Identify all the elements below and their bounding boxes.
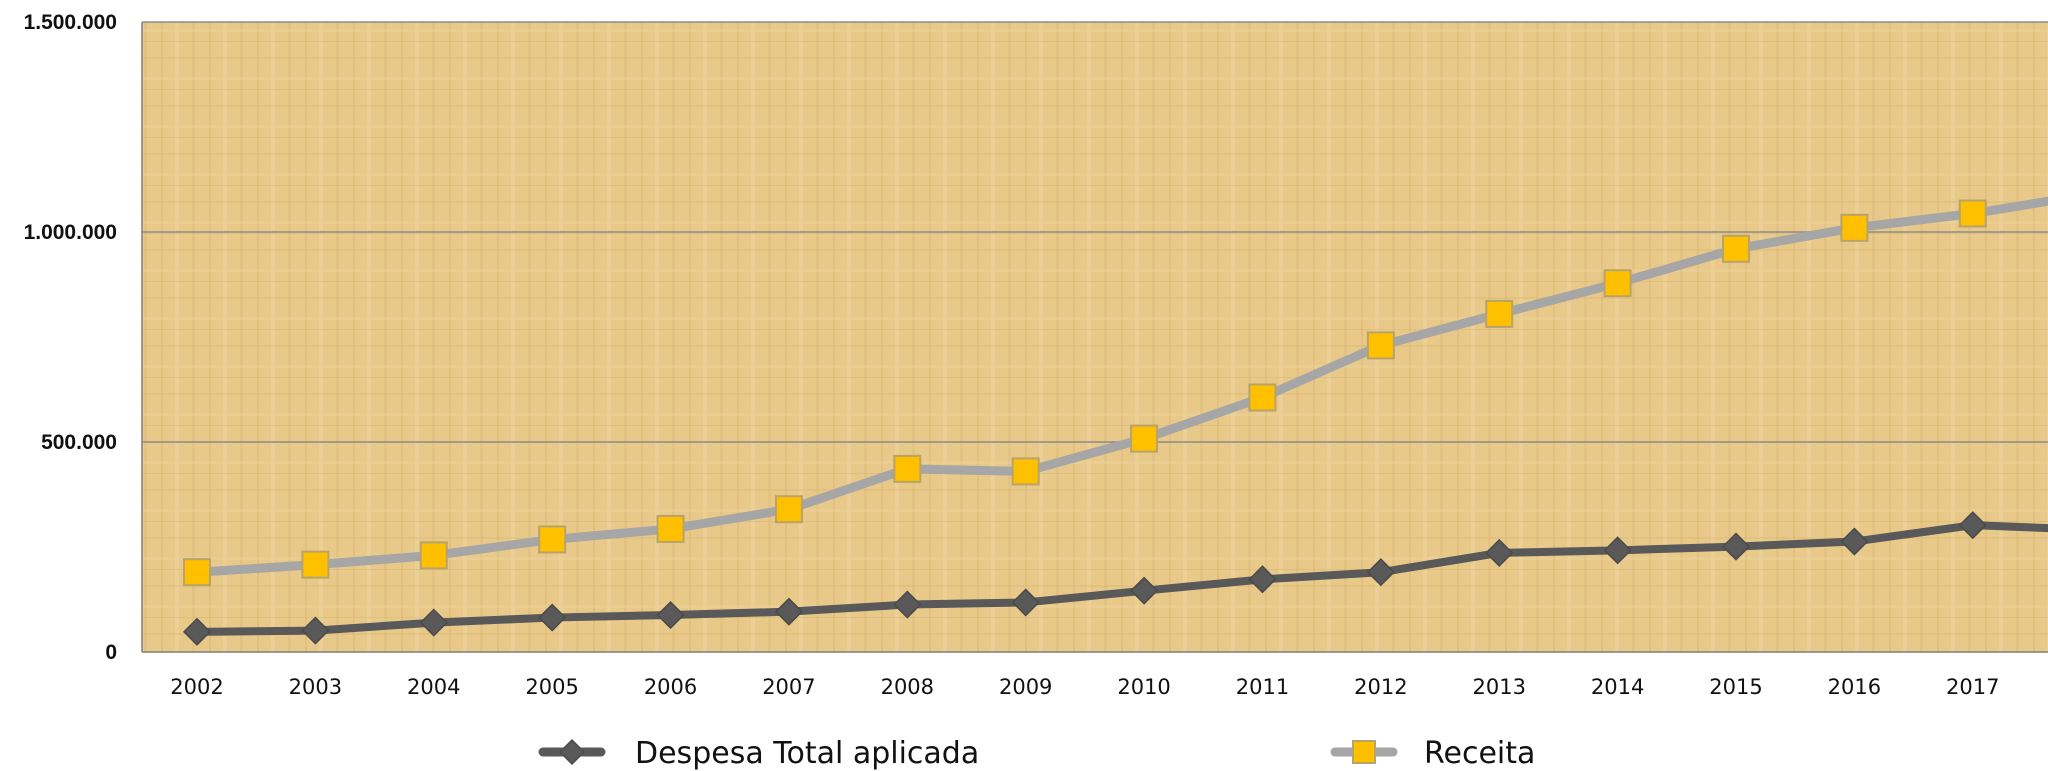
x-tick-label: 2010 <box>1117 675 1170 699</box>
data-point <box>774 597 803 626</box>
x-tick-label: 2008 <box>881 675 934 699</box>
data-point <box>1248 383 1277 412</box>
x-tick-label: 2006 <box>644 675 697 699</box>
data-point <box>1840 213 1869 242</box>
x-tick-label: 2014 <box>1591 675 1644 699</box>
x-tick-label: 2003 <box>289 675 342 699</box>
data-point <box>538 603 567 632</box>
data-point <box>1130 576 1159 605</box>
x-tick-label: 2002 <box>170 675 223 699</box>
series-1 <box>183 196 2048 587</box>
x-tick-label: 2011 <box>1236 675 1289 699</box>
x-tick-label: 2012 <box>1354 675 1407 699</box>
x-tick-label: 2009 <box>999 675 1052 699</box>
x-tick-label: 2004 <box>407 675 460 699</box>
x-tick-label: 2005 <box>525 675 578 699</box>
data-point <box>538 525 567 554</box>
data-point <box>893 590 922 619</box>
data-point <box>419 541 448 570</box>
x-tick-label: 2017 <box>1946 675 1999 699</box>
data-point <box>301 550 330 579</box>
data-point <box>1722 234 1751 263</box>
legend: Despesa Total aplicada Receita <box>538 736 1535 771</box>
y-tick-label: 500.000 <box>41 431 117 454</box>
series-layer <box>182 196 2048 646</box>
data-point <box>1485 538 1514 567</box>
series-0 <box>182 511 2048 646</box>
data-point <box>182 617 212 646</box>
data-point <box>1366 558 1395 587</box>
data-point <box>656 600 685 630</box>
data-point <box>1958 511 1987 540</box>
legend-item-0: Despesa Total aplicada <box>538 736 979 771</box>
data-point <box>1011 588 1040 617</box>
data-point <box>1248 565 1277 594</box>
data-point <box>1011 457 1040 486</box>
data-point <box>1721 532 1751 561</box>
legend-item-1: Receita <box>1330 736 1535 771</box>
x-tick-label: 2013 <box>1473 675 1526 699</box>
data-point <box>656 514 685 543</box>
gridlines <box>142 21 2048 443</box>
x-tick-label: 2016 <box>1828 675 1881 699</box>
data-point <box>1840 527 1869 556</box>
data-point <box>301 616 330 645</box>
y-axis-tick-labels: 0 500.000 1.000.000 1.500.000 <box>24 11 117 664</box>
y-tick-label: 1.500.000 <box>24 11 117 34</box>
data-point <box>183 558 211 587</box>
legend-label: Receita <box>1424 736 1535 771</box>
data-point <box>893 454 922 483</box>
data-point <box>1485 299 1514 328</box>
x-tick-label: 2015 <box>1709 675 1762 699</box>
x-tick-label: 2007 <box>762 675 815 699</box>
legend-label: Despesa Total aplicada <box>635 736 979 771</box>
data-point <box>1366 331 1395 360</box>
data-point <box>1603 269 1632 298</box>
data-point <box>1130 424 1159 453</box>
y-tick-label: 0 <box>105 641 117 664</box>
axes <box>141 22 2048 653</box>
y-tick-label: 1.000.000 <box>24 221 117 244</box>
legend-marker <box>558 738 586 766</box>
x-axis-tick-labels: 2002 2003 2004 2005 2006 2007 2008 2009 2010 2011… <box>170 675 1999 699</box>
data-point <box>419 608 448 637</box>
data-point <box>1958 199 1987 228</box>
legend-marker <box>1352 740 1376 764</box>
data-point <box>1603 536 1632 565</box>
data-point <box>774 495 803 524</box>
